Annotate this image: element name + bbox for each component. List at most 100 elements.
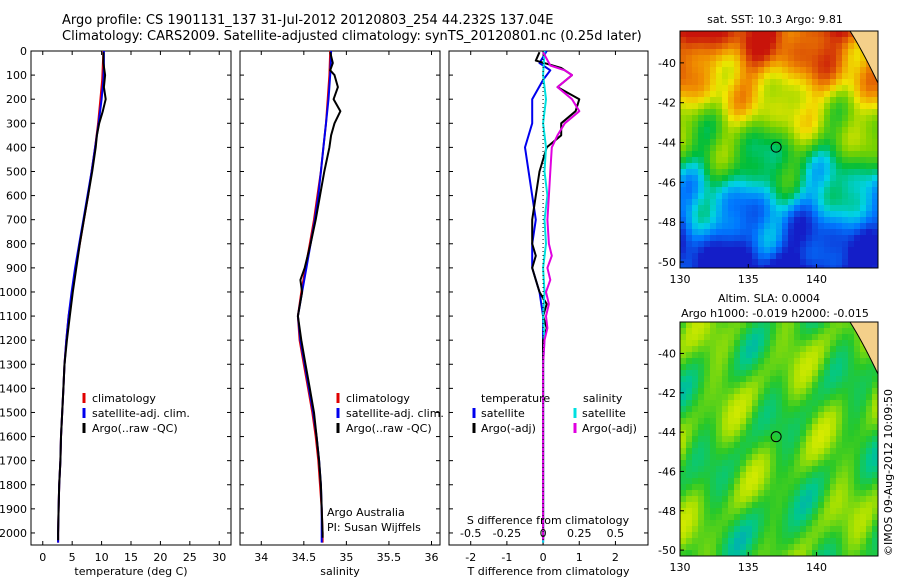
sla_map-heatmap-cell (776, 478, 782, 484)
sla_map-heatmap-cell (836, 478, 842, 484)
sla_map-heatmap-cell (764, 370, 770, 376)
sst_map-heatmap-cell (830, 73, 836, 79)
sst_map-heatmap-cell (806, 139, 812, 145)
sla_map-heatmap-cell (806, 394, 812, 400)
sst_map-heatmap-cell (680, 169, 686, 175)
sla_map-heatmap-cell (806, 340, 812, 346)
sla_map-heatmap-cell (704, 484, 710, 490)
sla_map-heatmap-cell (758, 460, 764, 466)
sla_map-heatmap-cell (854, 508, 860, 514)
sla_map-heatmap-cell (824, 460, 830, 466)
sst_map-heatmap-cell (794, 205, 800, 211)
sst_map-heatmap-cell (752, 145, 758, 151)
sst_map-heatmap-cell (716, 199, 722, 205)
sst_map-heatmap-cell (752, 241, 758, 247)
salinity-annotation-line: PI: Susan Wijffels (327, 521, 421, 534)
sla_map-heatmap-cell (788, 430, 794, 436)
sst_map-heatmap-cell (680, 175, 686, 181)
sla_map-heatmap-cell (716, 358, 722, 364)
sla_map-heatmap-cell (854, 472, 860, 478)
sst_map-heatmap-cell (842, 85, 848, 91)
sst_map-heatmap-cell (692, 169, 698, 175)
sst_map-heatmap-cell (734, 151, 740, 157)
sst_map-heatmap-cell (824, 43, 830, 49)
sst_map-heatmap-cell (782, 199, 788, 205)
sst_map-heatmap-cell (782, 43, 788, 49)
difference-legend-label: Argo(-adj) (481, 422, 536, 435)
sla_map-heatmap-cell (848, 508, 854, 514)
sla_map-heatmap-cell (704, 376, 710, 382)
sla_map-heatmap-cell (704, 496, 710, 502)
sst_map-heatmap-cell (722, 127, 728, 133)
sst_map-heatmap-cell (824, 97, 830, 103)
sst_map-heatmap-cell (806, 109, 812, 115)
sst_map-heatmap-cell (818, 211, 824, 217)
sst_map-heatmap-cell (758, 265, 764, 268)
sla_map-heatmap-cell (692, 538, 698, 544)
sst_map-heatmap-cell (848, 145, 854, 151)
sst_map-heatmap-cell (782, 241, 788, 247)
sst_map-heatmap-cell (728, 139, 734, 145)
sst_map-heatmap-cell (704, 229, 710, 235)
sla_map-heatmap-cell (686, 382, 692, 388)
sla_map-heatmap-cell (776, 358, 782, 364)
sst_map-heatmap-cell (692, 133, 698, 139)
sst_map-heatmap-cell (818, 73, 824, 79)
sst_map-heatmap-cell (800, 223, 806, 229)
sst_map-heatmap-cell (710, 43, 716, 49)
sst_map-heatmap-cell (866, 241, 872, 247)
sla_map-heatmap-cell (728, 454, 734, 460)
sla_map-heatmap-cell (686, 334, 692, 340)
sla_map-heatmap-cell (728, 400, 734, 406)
sla_map-heatmap-cell (800, 496, 806, 502)
sst_map-heatmap-cell (794, 103, 800, 109)
sst_map-heatmap-cell (842, 223, 848, 229)
sst_map-heatmap-cell (836, 133, 842, 139)
sst_map-heatmap-cell (788, 73, 794, 79)
sla_map-heatmap-cell (680, 394, 686, 400)
sla_map-heatmap-cell (740, 340, 746, 346)
sst_map-heatmap-cell (710, 151, 716, 157)
sst_map-heatmap-cell (860, 205, 866, 211)
sst_map-heatmap-cell (740, 43, 746, 49)
sst_map-heatmap-cell (830, 91, 836, 97)
sst_map-heatmap-cell (764, 181, 770, 187)
sla_map-heatmap-cell (842, 424, 848, 430)
sla_map-heatmap-cell (782, 424, 788, 430)
sla_map-heatmap-cell (806, 544, 812, 550)
sst_map-heatmap-cell (710, 49, 716, 55)
sst_map-heatmap-cell (854, 103, 860, 109)
sst_map-heatmap-cell (698, 229, 704, 235)
sst_map-heatmap-cell (818, 127, 824, 133)
sla_map-heatmap-cell (782, 538, 788, 544)
sst_map-heatmap-cell (728, 127, 734, 133)
sla_map-heatmap-cell (824, 346, 830, 352)
sst_map-heatmap-cell (842, 175, 848, 181)
sst_map-heatmap-cell (704, 103, 710, 109)
sst_map-heatmap-cell (818, 265, 824, 268)
sla_map-heatmap-cell (776, 514, 782, 520)
sst_map-heatmap-cell (842, 199, 848, 205)
sst_map-heatmap-cell (746, 127, 752, 133)
sla_map-heatmap-cell (818, 454, 824, 460)
sla_map-heatmap-cell (848, 382, 854, 388)
sla_map-heatmap-cell (860, 436, 866, 442)
sst_map-heatmap-cell (842, 43, 848, 49)
sla_map-heatmap-cell (872, 394, 878, 400)
sla_map-heatmap-cell (764, 376, 770, 382)
sla_map-heatmap-cell (770, 466, 776, 472)
sst_map-heatmap-cell (806, 67, 812, 73)
sst_map-heatmap-cell (782, 133, 788, 139)
sst_map-heatmap-cell (776, 229, 782, 235)
sla_map-heatmap-cell (710, 382, 716, 388)
sla_map-heatmap-cell (806, 478, 812, 484)
sst_map-heatmap-cell (824, 55, 830, 61)
sla_map-heatmap-cell (812, 454, 818, 460)
sst_map-heatmap-cell (800, 175, 806, 181)
sst_map-heatmap-cell (686, 133, 692, 139)
sla_map-heatmap-cell (842, 334, 848, 340)
sla_map-heatmap-cell (686, 388, 692, 394)
sla_map-heatmap-cell (848, 484, 854, 490)
sst_map-heatmap-cell (698, 85, 704, 91)
sst_map-heatmap-cell (830, 187, 836, 193)
